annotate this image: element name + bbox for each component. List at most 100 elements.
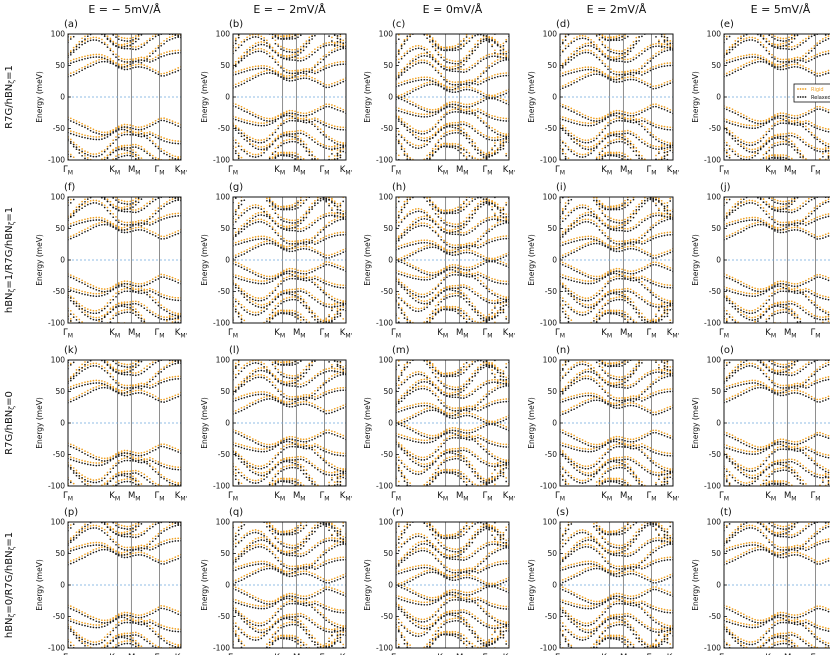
- relaxed-band-point: [578, 47, 581, 50]
- relaxed-band-point: [494, 76, 496, 79]
- relaxed-band-point: [595, 145, 598, 148]
- rigid-band-point: [291, 70, 294, 72]
- relaxed-band-point: [260, 148, 263, 151]
- rigid-band-point: [561, 124, 564, 127]
- rigid-band-point: [626, 129, 629, 132]
- relaxed-band-point: [790, 66, 793, 69]
- rigid-band-point: [333, 125, 336, 128]
- rigid-band-point: [417, 59, 420, 62]
- relaxed-band-point: [799, 153, 802, 155]
- relaxed-band-point: [796, 61, 799, 64]
- relaxed-band-point: [660, 51, 663, 54]
- rigid-band-point: [595, 134, 598, 137]
- rigid-band-point: [632, 69, 635, 71]
- relaxed-band-point: [822, 53, 824, 56]
- rigid-band-point: [288, 151, 291, 154]
- rigid-band-point: [742, 123, 745, 126]
- relaxed-band-point: [785, 120, 787, 122]
- relaxed-band-point: [737, 155, 739, 158]
- relaxed-band-point: [291, 135, 294, 138]
- relaxed-band-point: [776, 137, 779, 139]
- rigid-band-point: [598, 156, 601, 158]
- rigid-band-point: [465, 148, 468, 151]
- relaxed-band-point: [420, 61, 423, 64]
- x-tick-label: ΓM: [483, 165, 493, 177]
- rigid-band-point: [177, 49, 180, 52]
- relaxed-band-point: [140, 61, 143, 64]
- rigid-band-point: [607, 121, 609, 124]
- relaxed-band-point: [72, 133, 75, 136]
- relaxed-band-point: [311, 79, 313, 82]
- rigid-band-point: [412, 78, 414, 80]
- relaxed-band-point: [69, 52, 72, 54]
- rigid-band-point: [460, 40, 462, 42]
- relaxed-band-point: [584, 124, 587, 127]
- relaxed-band-point: [331, 148, 333, 151]
- rigid-band-point: [132, 131, 134, 134]
- rigid-band-point: [590, 145, 592, 148]
- relaxed-band-point: [168, 121, 171, 124]
- relaxed-band-point: [437, 111, 440, 114]
- relaxed-band-point: [140, 59, 143, 61]
- rigid-band-point: [816, 105, 819, 108]
- relaxed-band-point: [561, 118, 564, 121]
- relaxed-band-point: [140, 148, 143, 151]
- relaxed-band-point: [462, 111, 465, 114]
- relaxed-band-point: [246, 80, 248, 83]
- rigid-band-point: [69, 138, 72, 141]
- y-axis-label: Energy (meV): [527, 71, 536, 123]
- rigid-band-point: [117, 146, 120, 148]
- rigid-band-point: [434, 47, 437, 50]
- relaxed-band-point: [635, 120, 638, 123]
- relaxed-band-point: [624, 55, 626, 58]
- rigid-band-point: [771, 42, 773, 45]
- rigid-band-point: [615, 138, 618, 141]
- rigid-band-point: [89, 135, 92, 138]
- rigid-band-point: [564, 45, 567, 47]
- relaxed-band-point: [576, 49, 578, 52]
- relaxed-band-point: [243, 138, 246, 141]
- rigid-band-point: [277, 43, 280, 46]
- relaxed-band-point: [437, 141, 440, 144]
- relaxed-band-point: [731, 135, 734, 137]
- relaxed-band-point: [581, 52, 584, 54]
- rigid-band-point: [774, 35, 776, 38]
- relaxed-band-point: [137, 47, 140, 50]
- relaxed-band-point: [595, 123, 598, 125]
- relaxed-band-point: [790, 146, 793, 148]
- relaxed-band-point: [260, 43, 263, 46]
- relaxed-band-point: [595, 120, 598, 122]
- relaxed-band-point: [431, 150, 434, 152]
- relaxed-band-point: [249, 79, 251, 82]
- rigid-band-point: [75, 143, 78, 146]
- x-tick-label: MM: [620, 165, 633, 177]
- rigid-band-point: [790, 132, 793, 135]
- relaxed-band-point: [624, 119, 626, 121]
- rigid-band-point: [112, 129, 115, 132]
- relaxed-band-point: [257, 155, 260, 158]
- rigid-band-point: [132, 153, 134, 155]
- relaxed-band-point: [322, 107, 325, 110]
- relaxed-band-point: [409, 62, 411, 65]
- rigid-band-point: [234, 60, 237, 63]
- relaxed-band-point: [151, 157, 154, 159]
- relaxed-band-point: [669, 128, 672, 131]
- rigid-band-point: [785, 117, 787, 119]
- rigid-band-point: [423, 143, 426, 145]
- relaxed-band-point: [601, 150, 604, 153]
- relaxed-band-point: [799, 124, 802, 126]
- relaxed-band-point: [635, 136, 638, 139]
- relaxed-band-point: [431, 80, 434, 82]
- relaxed-band-point: [302, 121, 305, 124]
- rigid-band-point: [742, 38, 745, 40]
- relaxed-band-point: [283, 37, 285, 40]
- relaxed-band-point: [246, 136, 248, 139]
- relaxed-band-point: [624, 79, 626, 82]
- rigid-band-point: [283, 74, 285, 77]
- rigid-band-point: [471, 64, 474, 67]
- relaxed-band-point: [400, 45, 403, 47]
- rigid-band-point: [126, 144, 129, 147]
- x-tick-label: KM: [437, 165, 448, 177]
- rigid-band-point: [254, 138, 257, 141]
- rigid-band-point: [649, 44, 652, 47]
